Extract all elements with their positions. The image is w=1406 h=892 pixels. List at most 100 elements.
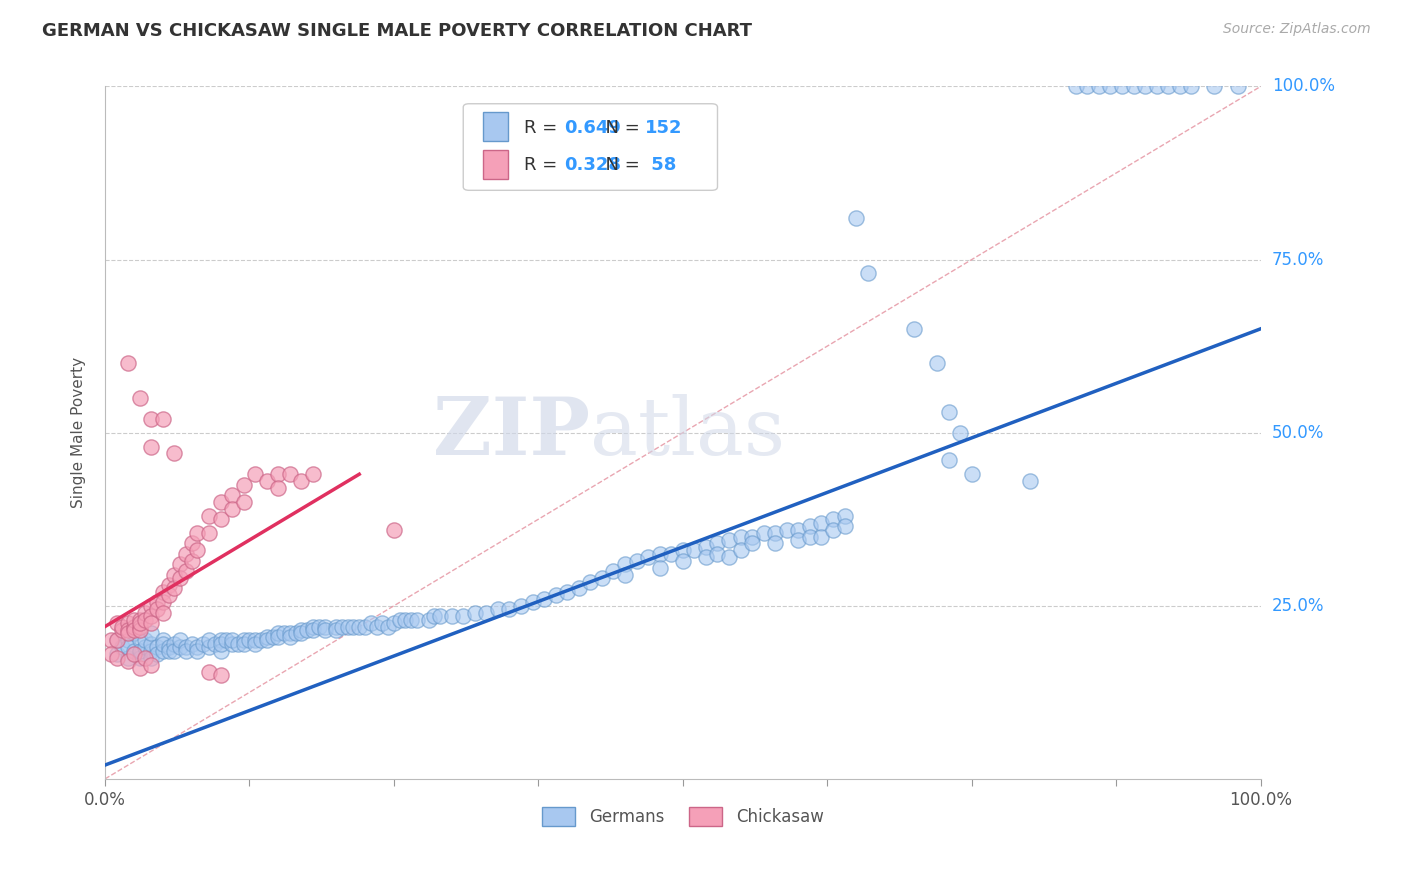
- Point: [186, 644, 208, 658]
- Point: [1180, 79, 1202, 94]
- Point: [845, 211, 868, 225]
- Point: [122, 613, 145, 627]
- Point: [163, 644, 186, 658]
- Point: [221, 637, 243, 651]
- Point: [544, 589, 567, 603]
- Point: [330, 619, 353, 633]
- Point: [169, 640, 191, 655]
- Point: [152, 585, 174, 599]
- Point: [1168, 79, 1191, 94]
- Point: [152, 412, 174, 426]
- Point: [134, 640, 156, 655]
- Point: [672, 554, 695, 568]
- Point: [314, 623, 336, 637]
- Point: [659, 547, 682, 561]
- Point: [856, 267, 879, 281]
- Point: [198, 640, 221, 655]
- Point: [100, 633, 122, 648]
- Point: [614, 567, 637, 582]
- Point: [128, 619, 150, 633]
- Point: [949, 425, 972, 440]
- Point: [157, 640, 180, 655]
- Point: [209, 644, 232, 658]
- Point: [152, 595, 174, 609]
- Point: [117, 650, 139, 665]
- Point: [117, 623, 139, 637]
- Point: [284, 626, 307, 640]
- Point: [163, 582, 186, 596]
- Point: [198, 665, 221, 679]
- Point: [122, 644, 145, 658]
- Point: [325, 619, 347, 633]
- Point: [117, 616, 139, 631]
- Point: [232, 495, 254, 509]
- Point: [105, 616, 128, 631]
- Point: [105, 633, 128, 648]
- Point: [834, 519, 856, 533]
- Point: [209, 633, 232, 648]
- Point: [134, 606, 156, 620]
- Point: [128, 613, 150, 627]
- Point: [683, 543, 706, 558]
- Point: [354, 619, 377, 633]
- Point: [134, 650, 156, 665]
- Point: [128, 633, 150, 648]
- Text: GERMAN VS CHICKASAW SINGLE MALE POVERTY CORRELATION CHART: GERMAN VS CHICKASAW SINGLE MALE POVERTY …: [42, 22, 752, 40]
- Point: [232, 633, 254, 648]
- Point: [141, 440, 163, 454]
- Point: [267, 467, 290, 482]
- Point: [128, 391, 150, 405]
- Point: [730, 543, 752, 558]
- Point: [278, 467, 301, 482]
- Point: [141, 609, 163, 624]
- Point: [486, 602, 509, 616]
- Point: [568, 582, 591, 596]
- Point: [938, 453, 960, 467]
- Point: [823, 512, 845, 526]
- Point: [117, 654, 139, 668]
- Point: [1226, 79, 1249, 94]
- Point: [204, 637, 226, 651]
- Point: [141, 644, 163, 658]
- Text: 0.328: 0.328: [564, 155, 621, 174]
- Point: [1018, 474, 1040, 488]
- Point: [221, 633, 243, 648]
- Point: [245, 637, 267, 651]
- FancyBboxPatch shape: [463, 103, 717, 190]
- Point: [1204, 79, 1226, 94]
- Point: [308, 619, 330, 633]
- Point: [180, 554, 202, 568]
- Point: [810, 530, 832, 544]
- Point: [440, 609, 463, 624]
- Point: [128, 644, 150, 658]
- Point: [141, 650, 163, 665]
- Point: [152, 633, 174, 648]
- Point: [141, 626, 163, 640]
- Point: [141, 412, 163, 426]
- Point: [111, 619, 134, 633]
- Point: [706, 547, 728, 561]
- Point: [141, 616, 163, 631]
- Point: [193, 637, 215, 651]
- Point: [290, 474, 312, 488]
- Point: [278, 626, 301, 640]
- Point: [262, 630, 284, 644]
- Point: [186, 526, 208, 541]
- Point: [302, 467, 325, 482]
- Point: [763, 526, 786, 541]
- Text: R =: R =: [524, 155, 564, 174]
- Point: [169, 633, 191, 648]
- Point: [146, 640, 169, 655]
- Point: [163, 567, 186, 582]
- Point: [591, 571, 613, 585]
- Point: [938, 405, 960, 419]
- Point: [475, 606, 498, 620]
- Point: [555, 585, 578, 599]
- Point: [256, 474, 278, 488]
- Point: [117, 633, 139, 648]
- Point: [232, 637, 254, 651]
- Point: [250, 633, 273, 648]
- Point: [464, 606, 486, 620]
- Point: [180, 536, 202, 550]
- FancyBboxPatch shape: [482, 112, 509, 141]
